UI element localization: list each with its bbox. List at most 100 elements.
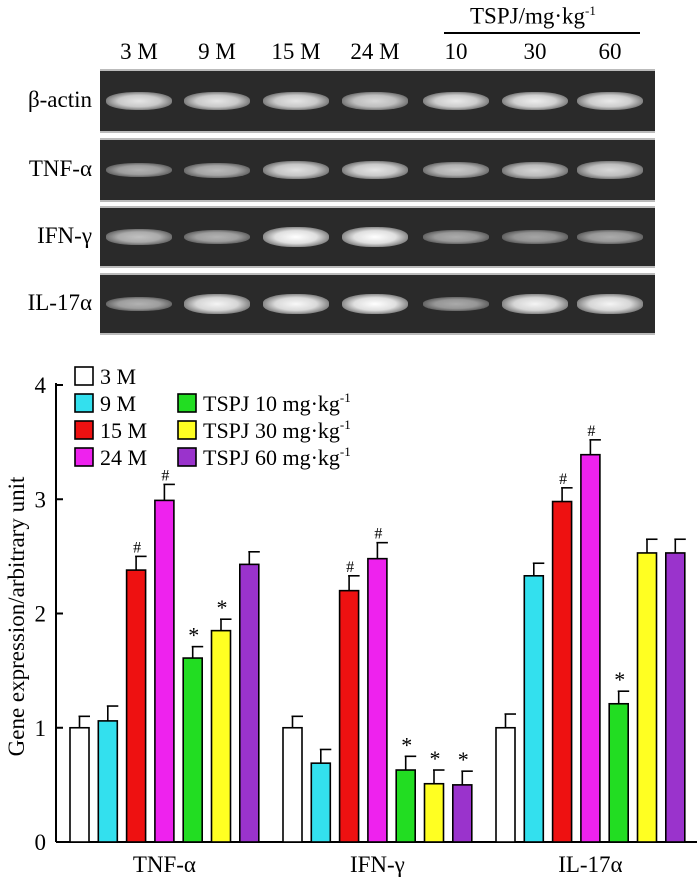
gel-band bbox=[577, 161, 643, 179]
bar bbox=[395, 769, 417, 843]
significance-mark: # bbox=[133, 539, 141, 556]
legend-label-text: TSPJ 30 mg·kg bbox=[203, 418, 340, 443]
legend-swatch bbox=[74, 393, 94, 413]
legend-label: TSPJ 30 mg·kg-1 bbox=[203, 417, 351, 443]
bar bbox=[282, 726, 303, 843]
significance-mark: * bbox=[217, 595, 228, 620]
gel-band bbox=[423, 161, 489, 179]
bar bbox=[664, 552, 686, 843]
gel-band bbox=[577, 91, 643, 111]
legend-swatch bbox=[177, 420, 197, 440]
gel-row-label: IFN-γ bbox=[37, 223, 92, 248]
tspj-group-label: TSPJ/mg·kg-1 bbox=[470, 4, 596, 28]
bar bbox=[367, 557, 388, 843]
gel-lane-label: 60 bbox=[598, 39, 622, 64]
gel-band bbox=[106, 296, 172, 312]
bar bbox=[239, 563, 260, 843]
significance-mark: * bbox=[401, 732, 412, 757]
bar bbox=[97, 720, 119, 843]
gel-band bbox=[106, 162, 172, 178]
gel-band bbox=[184, 162, 250, 178]
legend-label: 24 M bbox=[100, 445, 147, 470]
gel-band bbox=[502, 161, 568, 179]
gel-band bbox=[263, 294, 329, 314]
y-tick-label: 1 bbox=[35, 716, 47, 741]
legend-swatch bbox=[177, 447, 197, 467]
gel-row-label: IL-17α bbox=[27, 290, 92, 315]
tspj-group-line bbox=[444, 32, 640, 34]
gel-lane-label: 30 bbox=[523, 39, 547, 64]
x-category-label: IL-17α bbox=[558, 852, 622, 877]
gel-strip bbox=[100, 69, 655, 133]
gel-lane-label: 24 M bbox=[350, 39, 400, 64]
legend-label: 15 M bbox=[100, 418, 147, 443]
gel-band bbox=[184, 91, 250, 111]
legend-label-text: 9 M bbox=[100, 391, 136, 416]
gel-strip bbox=[100, 273, 655, 335]
legend-label: TSPJ 60 mg·kg-1 bbox=[203, 444, 351, 470]
bar bbox=[551, 500, 573, 843]
gel-band bbox=[184, 294, 250, 314]
legend-label: 3 M bbox=[100, 364, 136, 389]
significance-mark: # bbox=[559, 471, 567, 488]
legend-label-text: TSPJ 60 mg·kg bbox=[203, 445, 340, 470]
legend-label-sup: -1 bbox=[340, 444, 351, 459]
gel-lane-label: 3 M bbox=[120, 39, 158, 64]
y-axis-title: Gene expression/arbitrary unit bbox=[4, 476, 29, 756]
gel-band bbox=[342, 294, 408, 314]
bar bbox=[523, 574, 545, 843]
gel-band bbox=[342, 160, 408, 180]
legend-label-text: 24 M bbox=[100, 445, 147, 470]
gel-band bbox=[184, 229, 250, 245]
gel-band bbox=[502, 230, 568, 244]
bar bbox=[182, 657, 203, 843]
bar bbox=[495, 726, 516, 843]
bar bbox=[636, 552, 658, 843]
gel-band bbox=[502, 294, 568, 314]
bar bbox=[125, 569, 147, 843]
bar bbox=[69, 726, 90, 843]
significance-mark: * bbox=[614, 667, 625, 692]
gel-band bbox=[577, 294, 643, 314]
bar bbox=[608, 702, 630, 843]
y-tick-label: 4 bbox=[35, 373, 47, 398]
bar bbox=[338, 589, 360, 843]
legend-label-text: 3 M bbox=[100, 364, 136, 389]
significance-mark: # bbox=[346, 559, 354, 576]
significance-mark: # bbox=[161, 467, 169, 484]
gel-band bbox=[342, 92, 408, 110]
gel-row-label: TNF-α bbox=[28, 156, 92, 181]
gel-lane-label: 10 bbox=[444, 39, 468, 64]
gel-band bbox=[577, 230, 643, 244]
legend-label-sup: -1 bbox=[340, 390, 351, 405]
legend-swatch bbox=[74, 420, 94, 440]
bar bbox=[210, 629, 232, 843]
gel-band bbox=[263, 91, 329, 111]
legend-label-text: 15 M bbox=[100, 418, 147, 443]
gel-band bbox=[423, 297, 489, 311]
bar bbox=[310, 762, 332, 843]
legend-swatch bbox=[74, 366, 94, 386]
bar bbox=[423, 782, 445, 843]
legend-label-sup: -1 bbox=[340, 417, 351, 432]
gel-band bbox=[423, 230, 489, 244]
gel-lane-label: 15 M bbox=[271, 39, 321, 64]
bar bbox=[451, 784, 473, 843]
significance-mark: # bbox=[374, 526, 382, 543]
gel-band bbox=[263, 227, 329, 247]
gel-band bbox=[106, 91, 172, 111]
bar bbox=[154, 499, 175, 843]
significance-mark: * bbox=[430, 746, 441, 771]
gel-band bbox=[342, 227, 408, 247]
gel-row-label: β-actin bbox=[27, 87, 92, 112]
tspj-group-sup: -1 bbox=[585, 3, 596, 18]
significance-mark: * bbox=[188, 623, 199, 648]
gel-strip bbox=[100, 206, 655, 268]
tspj-group-text: TSPJ/mg·kg bbox=[470, 3, 586, 29]
x-category-label: IFN-γ bbox=[350, 852, 405, 877]
legend-label: 9 M bbox=[100, 391, 136, 416]
gel-band bbox=[263, 161, 329, 179]
gel-band bbox=[502, 91, 568, 111]
legend-label-text: TSPJ 10 mg·kg bbox=[203, 391, 340, 416]
legend-swatch bbox=[74, 447, 94, 467]
